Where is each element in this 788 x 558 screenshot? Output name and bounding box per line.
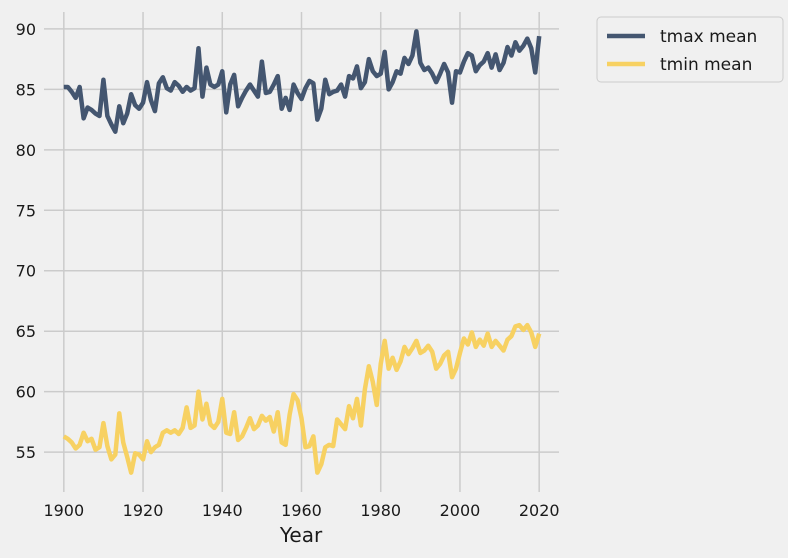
x-axis-title: Year [279,523,323,547]
y-tick-label: 80 [16,141,36,160]
x-tick-label: 2020 [519,501,560,520]
x-tick-label: 1920 [123,501,164,520]
x-tick-label: 1960 [281,501,322,520]
x-tick-label: 1940 [202,501,243,520]
y-tick-label: 70 [16,262,36,281]
x-tick-label: 2000 [440,501,481,520]
tick-labels: 1900 1920 1940 1960 1980 2000 2020 55 60 65 70 75 80… [16,20,560,520]
x-tick-label: 1980 [360,501,401,520]
legend-label: tmin mean [660,55,752,75]
y-tick-label: 90 [16,20,36,39]
y-tick-label: 85 [16,80,36,99]
series-layer [62,29,542,475]
x-tick-label: 1900 [43,501,84,520]
legend-label: tmax mean [660,27,757,47]
series-line-tmin [62,322,542,475]
series-line-tmax [63,29,542,134]
legend: tmax mean tmin mean [596,16,784,83]
y-tick-label: 55 [16,443,36,462]
y-tick-label: 65 [16,322,36,341]
y-tick-label: 75 [16,201,36,220]
y-tick-label: 60 [16,383,36,402]
